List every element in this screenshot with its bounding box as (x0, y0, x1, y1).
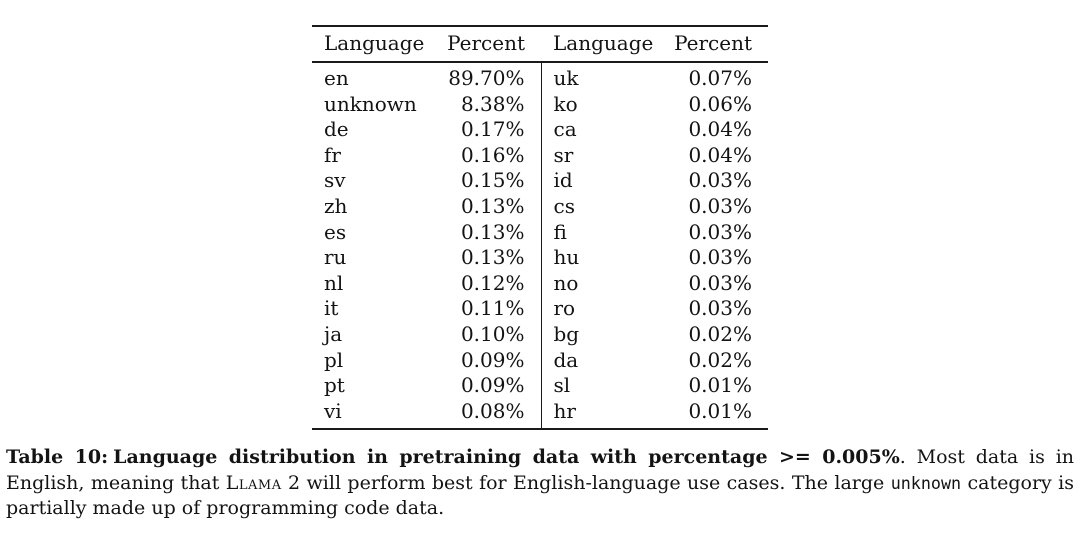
caption-text-a: . Most data is in English, meaning that (6, 446, 1075, 494)
language-cell: ko (540, 91, 656, 118)
language-cell: ca (540, 117, 656, 143)
table-row: unknown 8.38% ko 0.06% (312, 91, 768, 118)
percent-cell: 0.13% (460, 245, 525, 270)
percent-cell: 0.03% (688, 193, 752, 218)
table-row: ru 0.13% hu 0.03% (312, 245, 768, 271)
language-cell: ru (324, 245, 347, 270)
language-cell: id (540, 168, 656, 194)
percent-cell: 0.01% (656, 398, 768, 431)
table-body: en 89.70% uk 0.07% unknown 8.38% ko 0.06… (312, 62, 768, 431)
table-row: it 0.11% ro 0.03% (312, 296, 768, 322)
percent-cell: 89.70% (448, 66, 525, 90)
language-cell: bg (540, 321, 656, 348)
header-language-2: Language (541, 25, 656, 63)
caption-bold-title: Language distribution in pretraining dat… (113, 446, 900, 469)
percent-cell: 0.02% (688, 347, 752, 372)
header-row: Language Percent Language Percent (312, 25, 768, 63)
language-cell: fi (540, 219, 656, 246)
language-cell: fr (324, 142, 341, 167)
table-row: ja 0.10% bg 0.02% (312, 321, 768, 348)
table-row: de 0.17% ca 0.04% (312, 117, 768, 143)
language-cell: sr (540, 142, 656, 169)
language-cell: nl (324, 270, 344, 295)
language-cell: it (324, 296, 339, 321)
percent-cell: 0.08% (428, 398, 541, 431)
table-row: pl 0.09% da 0.02% (312, 347, 768, 374)
language-cell: pt (324, 373, 345, 398)
language-cell: ja (324, 321, 343, 346)
percent-cell: 0.04% (688, 117, 752, 142)
percent-cell: 0.03% (688, 270, 752, 295)
table-row: en 89.70% uk 0.07% (312, 62, 768, 92)
language-cell: de (324, 117, 349, 142)
caption-table-number: Table 10: (6, 446, 109, 469)
language-cell: da (540, 347, 656, 374)
percent-cell: 0.03% (688, 219, 752, 244)
language-cell: sv (324, 168, 346, 193)
percent-cell: 0.07% (688, 66, 752, 90)
percent-cell: 0.10% (460, 321, 525, 346)
header-percent-2: Percent (656, 25, 768, 63)
percent-cell: 8.38% (460, 91, 525, 116)
percent-cell: 0.09% (460, 347, 525, 372)
header-language-1: Language (312, 25, 428, 63)
table-caption: Table 10: Language distribution in pretra… (6, 445, 1074, 522)
language-cell: cs (540, 193, 656, 220)
language-cell: pl (324, 347, 344, 372)
percent-cell: 0.11% (460, 296, 525, 321)
header-percent-1: Percent (428, 25, 541, 63)
percent-cell: 0.06% (688, 91, 752, 116)
percent-cell: 0.03% (688, 296, 752, 321)
language-cell: no (540, 270, 656, 297)
percent-cell: 0.01% (688, 373, 752, 398)
language-cell: zh (324, 193, 348, 218)
percent-cell: 0.15% (460, 168, 525, 193)
table-row: fr 0.16% sr 0.04% (312, 142, 768, 169)
percent-cell: 0.17% (460, 117, 525, 142)
table-container: Language Percent Language Percent en 89.… (312, 25, 768, 431)
percent-cell: 0.03% (688, 168, 752, 193)
table-row: zh 0.13% cs 0.03% (312, 193, 768, 220)
table-row: vi 0.08% hr 0.01% (312, 398, 768, 431)
language-cell: hu (540, 245, 656, 271)
percent-cell: 0.13% (460, 193, 525, 218)
caption-text-b: 2 will perform best for English-language… (281, 471, 891, 494)
table-row: sv 0.15% id 0.03% (312, 168, 768, 194)
language-cell: sl (540, 373, 656, 399)
percent-cell: 0.12% (460, 270, 525, 295)
table-row: es 0.13% fi 0.03% (312, 219, 768, 246)
table-header: Language Percent Language Percent (312, 25, 768, 63)
language-distribution-table: Language Percent Language Percent en 89.… (312, 25, 768, 431)
percent-cell: 0.03% (688, 245, 752, 270)
percent-cell: 0.02% (688, 321, 752, 346)
language-cell: vi (312, 398, 428, 431)
language-cell: uk (540, 62, 656, 92)
caption-llama-smallcaps: Llama (225, 471, 282, 494)
language-cell: en (324, 66, 349, 90)
percent-cell: 0.09% (460, 373, 525, 398)
table-row: nl 0.12% no 0.03% (312, 270, 768, 297)
language-cell: ro (540, 296, 656, 322)
language-cell: unknown (324, 91, 417, 116)
language-cell: es (324, 219, 347, 244)
percent-cell: 0.04% (688, 142, 752, 167)
percent-cell: 0.16% (460, 142, 525, 167)
caption-unknown-mono: unknown (890, 472, 962, 493)
table-row: pt 0.09% sl 0.01% (312, 373, 768, 399)
percent-cell: 0.13% (460, 219, 525, 244)
caption-text-c: category is partially made up of program… (6, 471, 1074, 520)
language-cell: hr (540, 398, 656, 431)
